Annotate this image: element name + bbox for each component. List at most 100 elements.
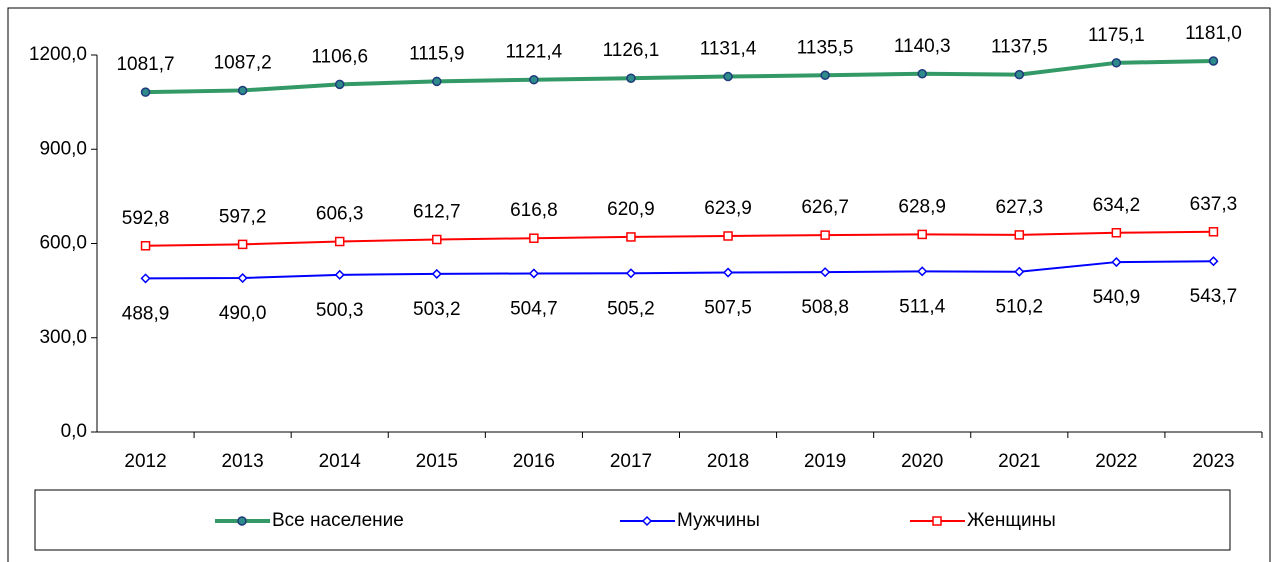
legend-label: Все население bbox=[272, 510, 404, 531]
x-tick-label: 2020 bbox=[901, 451, 943, 472]
y-tick-label: 0,0 bbox=[61, 421, 87, 442]
data-label: 1106,6 bbox=[311, 46, 368, 67]
data-point bbox=[917, 266, 928, 277]
data-point bbox=[1208, 56, 1219, 66]
x-tick-label: 2013 bbox=[221, 451, 263, 472]
data-point bbox=[723, 71, 733, 82]
y-tick-label: 300,0 bbox=[39, 327, 87, 348]
data-label: 637,3 bbox=[1190, 194, 1238, 215]
data-label: 488,9 bbox=[122, 303, 170, 324]
data-point bbox=[1014, 266, 1025, 277]
data-label: 503,2 bbox=[413, 299, 461, 320]
data-point bbox=[917, 229, 927, 240]
data-point bbox=[626, 73, 636, 83]
data-point bbox=[529, 74, 539, 85]
x-tick-label: 2018 bbox=[707, 451, 749, 472]
legend-label: Мужчины bbox=[677, 510, 760, 531]
data-label: 627,3 bbox=[996, 197, 1044, 218]
data-point bbox=[1208, 227, 1219, 237]
data-point bbox=[722, 267, 734, 278]
data-label: 592,8 bbox=[122, 208, 170, 229]
legend-marker bbox=[932, 516, 942, 526]
data-label: 612,7 bbox=[413, 202, 461, 223]
data-label: 597,2 bbox=[219, 206, 267, 227]
data-label: 623,9 bbox=[704, 198, 752, 219]
legend-marker bbox=[237, 516, 247, 526]
data-label: 634,2 bbox=[1093, 195, 1141, 216]
data-point bbox=[820, 267, 831, 278]
y-tick-label: 900,0 bbox=[39, 138, 87, 159]
x-tick-label: 2019 bbox=[804, 451, 846, 472]
data-label: 616,8 bbox=[510, 200, 558, 221]
x-tick-label: 2021 bbox=[998, 451, 1040, 472]
data-point bbox=[140, 273, 151, 284]
data-label: 511,4 bbox=[899, 296, 946, 317]
data-point bbox=[334, 269, 345, 280]
legend-marker bbox=[641, 515, 653, 527]
data-point bbox=[1014, 69, 1025, 80]
series-line bbox=[145, 260, 1214, 280]
data-label: 606,3 bbox=[316, 204, 364, 225]
data-point bbox=[625, 268, 637, 279]
data-point bbox=[1111, 228, 1122, 238]
data-point bbox=[432, 76, 442, 87]
data-point bbox=[723, 231, 733, 241]
data-point bbox=[1208, 256, 1219, 267]
data-label: 540,9 bbox=[1093, 287, 1141, 308]
data-point bbox=[334, 79, 345, 90]
data-point bbox=[237, 85, 248, 96]
data-point bbox=[1111, 58, 1122, 68]
data-point bbox=[529, 233, 539, 243]
x-tick-label: 2014 bbox=[319, 451, 362, 472]
data-label: 505,2 bbox=[607, 298, 655, 319]
legend-label: Женщины bbox=[967, 510, 1056, 531]
y-tick-label: 1200,0 bbox=[29, 44, 87, 65]
data-label: 1121,4 bbox=[506, 42, 563, 63]
x-tick-label: 2023 bbox=[1192, 451, 1234, 472]
data-label: 490,0 bbox=[219, 303, 267, 324]
data-point bbox=[334, 236, 345, 247]
data-point bbox=[820, 230, 830, 240]
x-tick-label: 2017 bbox=[610, 451, 652, 472]
data-point bbox=[431, 268, 442, 279]
x-tick-label: 2015 bbox=[416, 451, 458, 472]
series-line bbox=[145, 230, 1214, 247]
data-label: 510,2 bbox=[996, 297, 1044, 318]
data-label: 1115,9 bbox=[409, 43, 464, 64]
data-label: 626,7 bbox=[801, 197, 849, 218]
data-label: 1140,3 bbox=[894, 36, 951, 57]
data-label: 1081,7 bbox=[116, 54, 174, 75]
data-point bbox=[432, 234, 442, 245]
data-point bbox=[1111, 257, 1122, 268]
data-label: 620,9 bbox=[607, 199, 655, 220]
data-label: 1126,1 bbox=[603, 40, 660, 61]
data-label: 543,7 bbox=[1190, 286, 1238, 307]
data-label: 507,5 bbox=[704, 298, 752, 319]
data-label: 508,8 bbox=[801, 297, 849, 318]
data-point bbox=[626, 232, 636, 242]
x-tick-label: 2012 bbox=[124, 451, 166, 472]
series-line bbox=[145, 58, 1214, 95]
chart-frame bbox=[7, 7, 1271, 562]
data-label: 1181,0 bbox=[1185, 23, 1242, 44]
data-point bbox=[237, 272, 248, 284]
data-label: 500,3 bbox=[316, 300, 364, 321]
data-label: 628,9 bbox=[898, 196, 946, 217]
data-point bbox=[917, 69, 927, 79]
data-point bbox=[1014, 230, 1025, 240]
data-point bbox=[820, 70, 830, 81]
data-label: 1087,2 bbox=[214, 52, 272, 73]
x-tick-label: 2022 bbox=[1095, 451, 1137, 472]
x-tick-label: 2016 bbox=[513, 451, 555, 472]
y-tick-label: 600,0 bbox=[39, 233, 87, 254]
data-point bbox=[528, 268, 539, 279]
data-label: 1131,4 bbox=[700, 39, 757, 60]
data-label: 1175,1 bbox=[1088, 25, 1145, 46]
data-label: 1135,5 bbox=[797, 37, 854, 58]
data-label: 1137,5 bbox=[991, 37, 1048, 58]
data-label: 504,7 bbox=[510, 298, 558, 319]
data-point bbox=[140, 87, 151, 97]
data-point bbox=[140, 241, 151, 251]
data-point bbox=[237, 239, 248, 250]
